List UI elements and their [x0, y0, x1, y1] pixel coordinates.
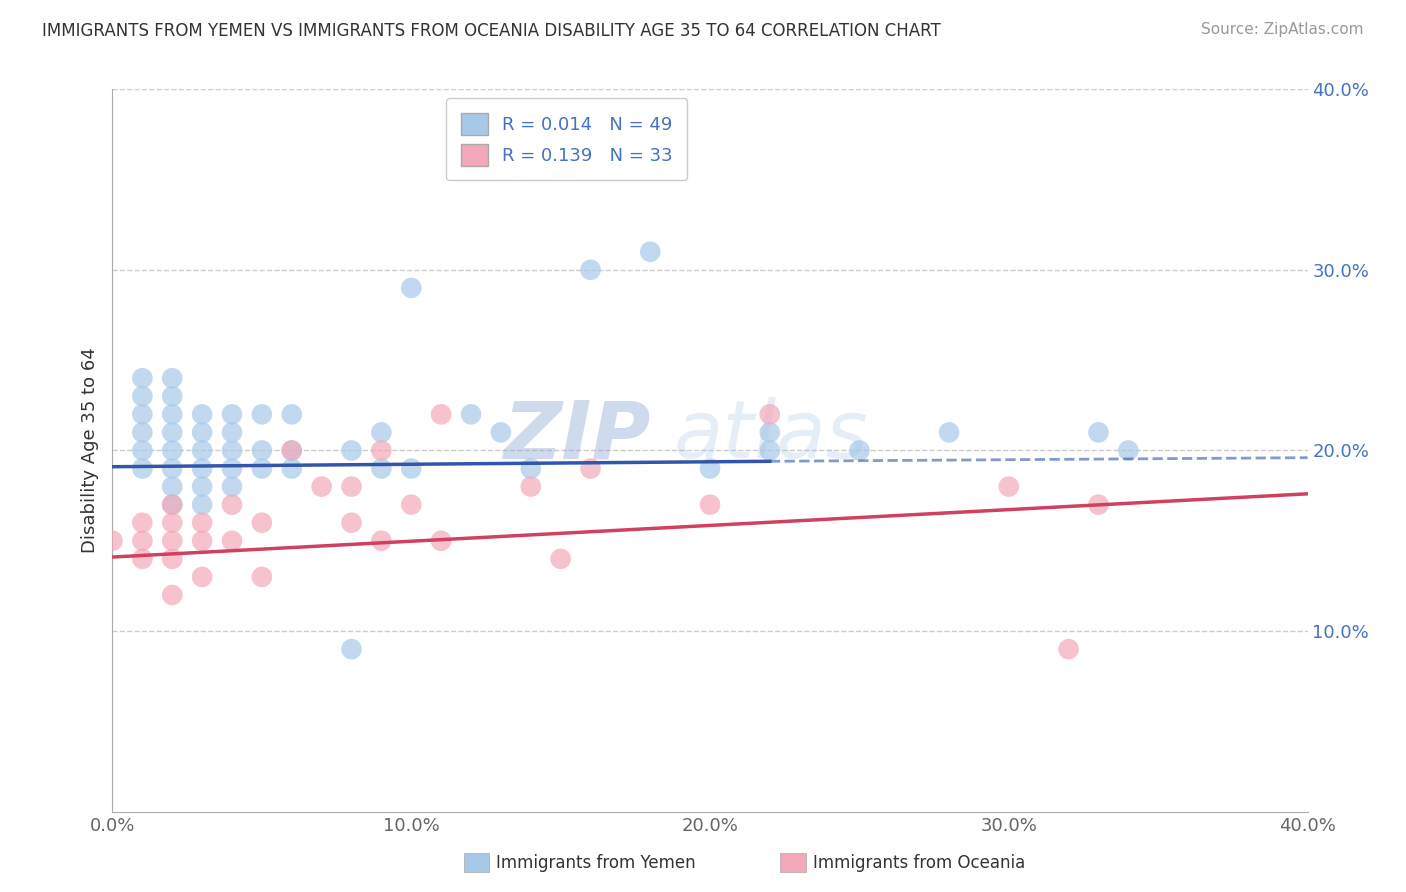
Point	[131, 371, 153, 385]
Point	[191, 443, 214, 458]
Point	[1118, 443, 1140, 458]
Point	[998, 480, 1021, 494]
Point	[281, 443, 304, 458]
Point	[131, 533, 153, 548]
Point	[401, 461, 423, 475]
Point	[101, 533, 124, 548]
Point	[520, 480, 543, 494]
Point	[579, 461, 602, 475]
Point	[131, 425, 153, 440]
Point	[281, 443, 304, 458]
Point	[699, 461, 721, 475]
Point	[162, 443, 183, 458]
Point	[250, 516, 273, 530]
Point	[221, 480, 243, 494]
Point	[340, 443, 363, 458]
Point	[162, 461, 183, 475]
Point	[579, 263, 602, 277]
Point	[938, 425, 960, 440]
Point	[520, 461, 543, 475]
Point	[191, 461, 214, 475]
Legend: R = 0.014   N = 49, R = 0.139   N = 33: R = 0.014 N = 49, R = 0.139 N = 33	[446, 98, 688, 180]
Text: Immigrants from Oceania: Immigrants from Oceania	[813, 854, 1025, 871]
Point	[162, 588, 183, 602]
Point	[191, 425, 214, 440]
Point	[131, 516, 153, 530]
Text: Source: ZipAtlas.com: Source: ZipAtlas.com	[1201, 22, 1364, 37]
Point	[191, 498, 214, 512]
Point	[131, 461, 153, 475]
Point	[250, 443, 273, 458]
Point	[162, 371, 183, 385]
Point	[250, 407, 273, 422]
Point	[401, 281, 423, 295]
Point	[162, 407, 183, 422]
Point	[131, 551, 153, 566]
Point	[759, 443, 782, 458]
Point	[162, 389, 183, 403]
Point	[221, 407, 243, 422]
Point	[191, 480, 214, 494]
Point	[430, 533, 453, 548]
Point	[340, 480, 363, 494]
Point	[221, 498, 243, 512]
Point	[370, 533, 392, 548]
Point	[162, 498, 183, 512]
Point	[250, 461, 273, 475]
Text: IMMIGRANTS FROM YEMEN VS IMMIGRANTS FROM OCEANIA DISABILITY AGE 35 TO 64 CORRELA: IMMIGRANTS FROM YEMEN VS IMMIGRANTS FROM…	[42, 22, 941, 40]
Point	[430, 407, 453, 422]
Point	[191, 533, 214, 548]
Point	[162, 516, 183, 530]
Point	[250, 570, 273, 584]
Point	[221, 443, 243, 458]
Point	[162, 533, 183, 548]
Point	[191, 407, 214, 422]
Point	[1087, 498, 1109, 512]
Point	[460, 407, 482, 422]
Point	[191, 570, 214, 584]
Point	[848, 443, 870, 458]
Point	[311, 480, 333, 494]
Point	[221, 533, 243, 548]
Point	[162, 498, 183, 512]
Point	[489, 425, 512, 440]
Point	[370, 443, 392, 458]
Point	[550, 551, 572, 566]
Point	[191, 516, 214, 530]
Point	[131, 407, 153, 422]
Point	[162, 425, 183, 440]
Point	[162, 551, 183, 566]
Point	[401, 498, 423, 512]
Point	[640, 244, 662, 259]
Point	[759, 407, 782, 422]
Point	[1087, 425, 1109, 440]
Point	[759, 425, 782, 440]
Point	[699, 498, 721, 512]
Point	[370, 461, 392, 475]
Point	[340, 516, 363, 530]
Text: ZIP: ZIP	[503, 397, 651, 475]
Point	[281, 461, 304, 475]
Text: atlas: atlas	[675, 397, 869, 475]
Point	[1057, 642, 1080, 657]
Point	[221, 461, 243, 475]
Point	[281, 407, 304, 422]
Point	[221, 425, 243, 440]
Point	[340, 642, 363, 657]
Point	[370, 425, 392, 440]
Point	[131, 389, 153, 403]
Point	[162, 480, 183, 494]
Y-axis label: Disability Age 35 to 64: Disability Age 35 to 64	[80, 348, 98, 553]
Text: Immigrants from Yemen: Immigrants from Yemen	[496, 854, 696, 871]
Point	[131, 443, 153, 458]
